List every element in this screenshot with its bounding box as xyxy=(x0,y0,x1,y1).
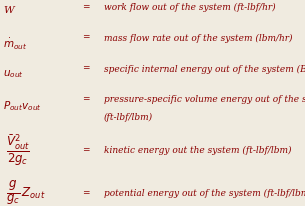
Text: =: = xyxy=(82,3,89,12)
Text: $\dfrac{\bar{V}_{out}^{2}}{2g_c}$: $\dfrac{\bar{V}_{out}^{2}}{2g_c}$ xyxy=(6,133,30,168)
Text: W: W xyxy=(3,6,14,15)
Text: =: = xyxy=(82,64,89,74)
Text: $\dot{m}_{out}$: $\dot{m}_{out}$ xyxy=(3,37,27,52)
Text: =: = xyxy=(82,189,89,198)
Text: work flow out of the system (ft-lbf/hr): work flow out of the system (ft-lbf/hr) xyxy=(104,3,275,12)
Text: =: = xyxy=(82,95,89,104)
Text: $P_{out}v_{out}$: $P_{out}v_{out}$ xyxy=(3,99,42,113)
Text: (ft-lbf/lbm): (ft-lbf/lbm) xyxy=(104,113,153,122)
Text: specific internal energy out of the system (Btu/lbm): specific internal energy out of the syst… xyxy=(104,64,305,74)
Text: $\dfrac{g}{g_c}\,Z_{out}$: $\dfrac{g}{g_c}\,Z_{out}$ xyxy=(6,180,45,206)
Text: $u_{out}$: $u_{out}$ xyxy=(3,68,24,80)
Text: mass flow rate out of the system (lbm/hr): mass flow rate out of the system (lbm/hr… xyxy=(104,34,292,43)
Text: =: = xyxy=(82,34,89,43)
Text: kinetic energy out the system (ft-lbf/lbm): kinetic energy out the system (ft-lbf/lb… xyxy=(104,146,291,155)
Text: pressure-specific volume energy out of the system: pressure-specific volume energy out of t… xyxy=(104,95,305,104)
Text: =: = xyxy=(82,146,89,155)
Text: potential energy out of the system (ft-lbf/lbm): potential energy out of the system (ft-l… xyxy=(104,189,305,198)
